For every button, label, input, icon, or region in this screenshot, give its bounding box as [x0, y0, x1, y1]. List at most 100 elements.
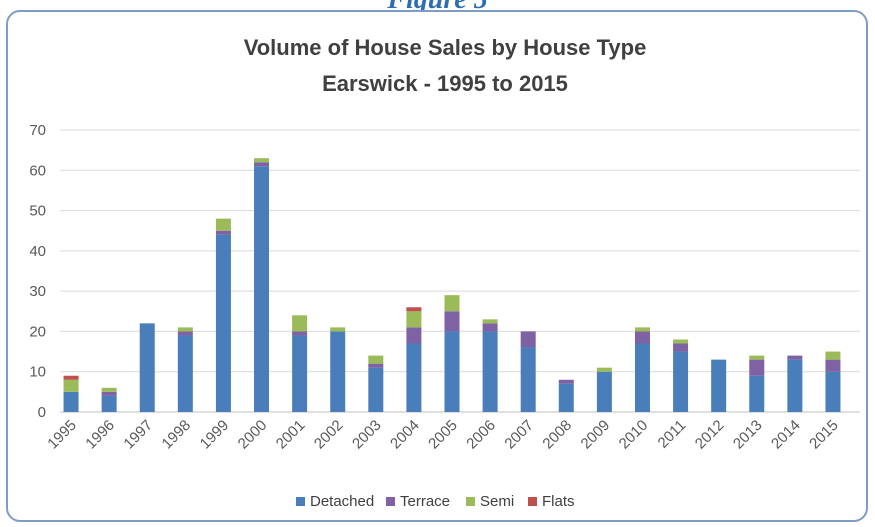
bar-terrace-1998	[177, 331, 193, 336]
bar-semi-1995	[63, 379, 79, 392]
bar-detached-2012	[711, 359, 727, 412]
bar-detached-1998	[177, 335, 193, 412]
bar-detached-2005	[444, 331, 460, 412]
bar-terrace-2003	[368, 363, 384, 368]
x-tick-label: 2006	[463, 417, 499, 453]
bar-terrace-2011	[673, 343, 689, 352]
x-tick-label: 2008	[539, 417, 575, 453]
y-axis-ticks: 0 10 20 30 40 50 60 70	[29, 122, 46, 421]
x-tick-label: 1999	[197, 417, 233, 453]
y-tick-label: 50	[29, 203, 46, 220]
bar-terrace-2010	[634, 331, 650, 344]
x-tick-label: 2013	[730, 417, 766, 453]
bar-semi-2003	[368, 355, 384, 364]
y-tick-label: 70	[29, 122, 46, 139]
y-tick-label: 10	[29, 364, 46, 381]
gridlines	[60, 129, 860, 413]
bar-detached-1997	[139, 323, 155, 412]
y-tick-label: 20	[29, 323, 46, 340]
chart-title: Volume of House Sales by House Type	[244, 35, 647, 60]
bar-detached-2004	[406, 343, 422, 412]
x-tick-label: 2010	[616, 417, 652, 453]
x-tick-label: 1995	[44, 417, 80, 453]
legend-label-detached: Detached	[310, 493, 374, 510]
chart-subtitle: Earswick - 1995 to 2015	[322, 71, 568, 96]
bar-semi-2011	[673, 339, 689, 344]
bar-detached-2009	[596, 371, 612, 412]
x-axis-ticks: 1995 1996 1997 1998 1999 2000 2001 2002 2003 2004…	[44, 417, 842, 453]
bar-detached-2011	[673, 351, 689, 412]
bar-detached-1996	[101, 395, 117, 412]
legend-swatch-terrace	[386, 497, 395, 506]
x-tick-label: 2009	[578, 417, 614, 453]
chart-frame	[6, 10, 868, 522]
bar-detached-2008	[558, 383, 574, 412]
bar-semi-1996	[101, 387, 117, 392]
legend-swatch-flats	[528, 497, 537, 506]
y-tick-label: 0	[38, 404, 46, 421]
bar-flats-2004	[406, 307, 422, 312]
bar-detached-2003	[368, 367, 384, 412]
bar-semi-1998	[177, 327, 193, 332]
bar-semi-1999	[215, 218, 231, 231]
bar-semi-2000	[254, 158, 270, 163]
bar-terrace-2004	[406, 327, 422, 344]
legend-label-terrace: Terrace	[400, 493, 450, 510]
bar-detached-2007	[520, 347, 536, 412]
legend-swatch-semi	[466, 497, 475, 506]
x-tick-label: 1996	[82, 417, 118, 453]
bar-semi-2013	[749, 355, 765, 360]
bar-semi-2005	[444, 295, 460, 312]
bar-detached-2002	[330, 331, 346, 412]
x-tick-label: 2003	[349, 417, 385, 453]
bar-detached-2001	[292, 335, 308, 412]
bar-terrace-2005	[444, 311, 460, 332]
x-tick-label: 2007	[501, 417, 537, 453]
x-tick-label: 2004	[387, 417, 423, 453]
x-tick-label: 2000	[235, 417, 271, 453]
bar-terrace-1999	[215, 230, 231, 235]
x-tick-label: 2015	[806, 417, 842, 453]
y-tick-label: 60	[29, 162, 46, 179]
legend-label-flats: Flats	[542, 493, 575, 510]
bars	[63, 158, 841, 412]
x-tick-label: 1998	[159, 417, 195, 453]
y-tick-label: 40	[29, 243, 46, 260]
x-tick-label: 2012	[692, 417, 728, 453]
bar-detached-2006	[482, 331, 498, 412]
x-tick-label: 2002	[311, 417, 347, 453]
bar-semi-2009	[596, 367, 612, 372]
y-tick-label: 30	[29, 283, 46, 300]
bar-detached-2000	[254, 166, 270, 412]
x-tick-label: 2001	[273, 417, 309, 453]
bar-terrace-2001	[292, 331, 308, 336]
x-tick-label: 2005	[425, 417, 461, 453]
bar-terrace-2013	[749, 359, 765, 376]
bar-semi-2015	[825, 351, 841, 360]
legend-label-semi: Semi	[480, 493, 514, 510]
x-tick-label: 2014	[768, 417, 804, 453]
bar-detached-2013	[749, 375, 765, 412]
bar-terrace-2008	[558, 379, 574, 384]
bar-detached-2010	[634, 343, 650, 412]
x-tick-label: 1997	[120, 417, 156, 453]
bar-terrace-2007	[520, 331, 536, 348]
legend-swatch-detached	[296, 497, 305, 506]
legend: Detached Terrace Semi Flats	[296, 493, 575, 510]
bar-flats-1995	[63, 375, 79, 380]
bar-terrace-1996	[101, 391, 117, 396]
bar-detached-1995	[63, 391, 79, 412]
bar-detached-2015	[825, 371, 841, 412]
bar-semi-2002	[330, 327, 346, 332]
bar-detached-2014	[787, 359, 803, 412]
bar-semi-2001	[292, 315, 308, 332]
bar-detached-1999	[215, 234, 231, 412]
bar-terrace-2000	[254, 162, 270, 167]
x-tick-label: 2011	[655, 417, 690, 452]
bar-semi-2004	[406, 311, 422, 328]
bar-semi-2006	[482, 319, 498, 324]
bar-terrace-2006	[482, 323, 498, 332]
bar-terrace-2014	[787, 355, 803, 360]
bar-terrace-2015	[825, 359, 841, 372]
